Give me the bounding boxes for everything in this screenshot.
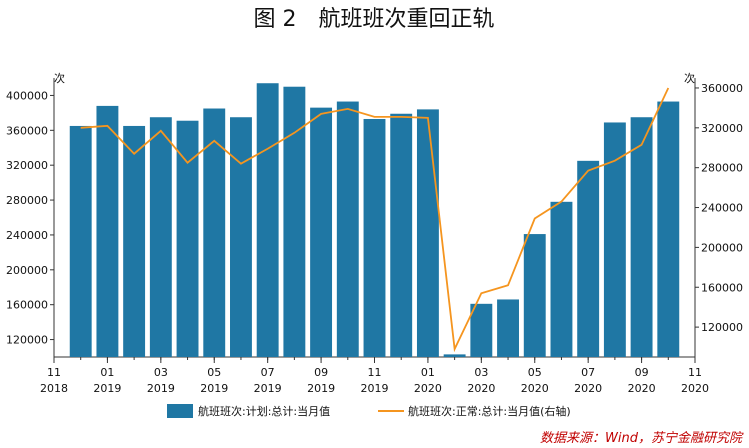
bar bbox=[363, 118, 386, 358]
source-note: 数据来源：Wind，苏宁金融研究院 bbox=[540, 430, 744, 446]
x-tick-label-month: 11 bbox=[368, 366, 382, 379]
x-tick-label-year: 2019 bbox=[307, 382, 335, 395]
x-tick-label-year: 2019 bbox=[147, 382, 175, 395]
bar bbox=[310, 107, 333, 357]
left-axis-unit: 次 bbox=[54, 71, 65, 85]
x-tick-label-month: 07 bbox=[581, 366, 595, 379]
x-tick-label-month: 03 bbox=[154, 366, 168, 379]
bar bbox=[69, 125, 92, 357]
right-axis-unit: 次 bbox=[684, 71, 695, 85]
left-tick-label: 160000 bbox=[6, 299, 48, 312]
x-tick-label-month: 05 bbox=[207, 366, 221, 379]
right-tick-label: 320000 bbox=[701, 122, 743, 135]
right-tick-label: 360000 bbox=[701, 82, 743, 95]
right-tick-label: 240000 bbox=[701, 202, 743, 215]
chart-title: 图 2 航班班次重回正轨 bbox=[254, 7, 495, 32]
left-tick-label: 400000 bbox=[6, 89, 48, 102]
x-tick-label-year: 2019 bbox=[200, 382, 228, 395]
x-tick-label-year: 2020 bbox=[467, 382, 495, 395]
x-tick-label-month: 09 bbox=[635, 366, 649, 379]
legend-label-line: 航班班次:正常:总计:当月值(右轴) bbox=[408, 404, 571, 418]
bar bbox=[176, 120, 199, 357]
left-tick-label: 240000 bbox=[6, 229, 48, 242]
bar bbox=[123, 125, 146, 357]
plot-area: 120000 160000 200000 240000 280000 320000 3600… bbox=[6, 78, 743, 395]
x-tick-label-month: 11 bbox=[688, 366, 702, 379]
x-tick-label-year: 2020 bbox=[574, 382, 602, 395]
bar bbox=[550, 201, 573, 357]
x-tick-label-year: 2020 bbox=[628, 382, 656, 395]
right-tick-label: 200000 bbox=[701, 241, 743, 254]
x-tick-label-year: 2019 bbox=[93, 382, 121, 395]
x-tick-label-year: 2020 bbox=[414, 382, 442, 395]
right-tick-label: 280000 bbox=[701, 162, 743, 175]
x-tick-label-month: 01 bbox=[100, 366, 114, 379]
bar bbox=[149, 117, 172, 357]
left-tick-label: 360000 bbox=[6, 124, 48, 137]
x-tick-label-year: 2019 bbox=[254, 382, 282, 395]
bar bbox=[416, 109, 439, 357]
x-tick-label-year: 2018 bbox=[40, 382, 68, 395]
left-tick-label: 120000 bbox=[6, 334, 48, 347]
bar bbox=[96, 105, 119, 358]
bar bbox=[283, 86, 306, 357]
bar bbox=[256, 83, 279, 357]
left-tick-label: 200000 bbox=[6, 264, 48, 277]
bar bbox=[390, 113, 413, 357]
x-tick-label-month: 07 bbox=[261, 366, 275, 379]
bar bbox=[230, 117, 252, 357]
series-line bbox=[80, 87, 670, 353]
legend-swatch-bar bbox=[167, 404, 193, 418]
x-tick-label-month: 09 bbox=[314, 366, 328, 379]
bar bbox=[630, 117, 653, 357]
x-tick-label-month: 11 bbox=[47, 366, 61, 379]
bar bbox=[443, 354, 466, 357]
bar bbox=[577, 160, 600, 357]
x-tick-label-month: 01 bbox=[421, 366, 435, 379]
x-tick-label-year: 2020 bbox=[681, 382, 709, 395]
right-tick-label: 120000 bbox=[701, 321, 743, 334]
bar bbox=[497, 299, 519, 357]
x-tick-label-month: 03 bbox=[474, 366, 488, 379]
bar bbox=[336, 101, 359, 358]
bar bbox=[203, 108, 226, 357]
legend-label-bar: 航班班次:计划:总计:当月值 bbox=[198, 404, 330, 418]
bar bbox=[470, 303, 493, 357]
x-tick-label-year: 2020 bbox=[521, 382, 549, 395]
bar bbox=[603, 122, 626, 357]
x-tick-label-year: 2019 bbox=[361, 382, 389, 395]
left-tick-label: 320000 bbox=[6, 159, 48, 172]
left-tick-label: 280000 bbox=[6, 194, 48, 207]
x-tick-label-month: 05 bbox=[528, 366, 542, 379]
right-tick-label: 160000 bbox=[701, 281, 743, 294]
legend: 航班班次:计划:总计:当月值 航班班次:正常:总计:当月值(右轴) bbox=[167, 404, 571, 418]
bar bbox=[523, 234, 546, 357]
bar bbox=[657, 101, 680, 358]
